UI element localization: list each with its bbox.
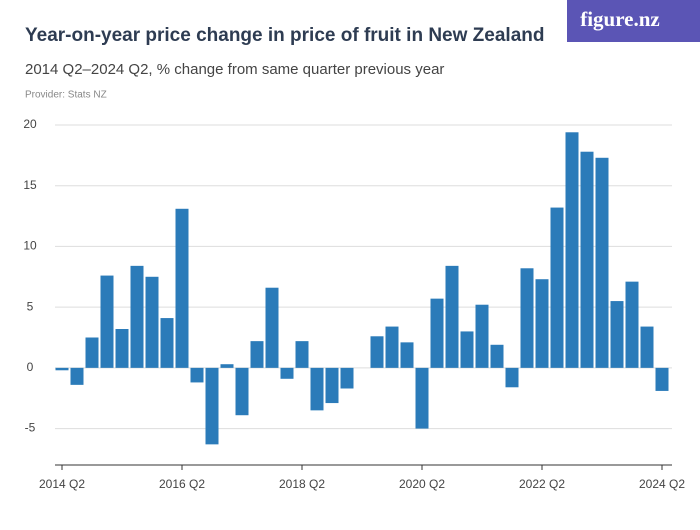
x-tick-label: 2016 Q2 — [159, 477, 205, 491]
bar — [340, 367, 354, 389]
bar — [490, 344, 504, 368]
bar — [535, 279, 549, 368]
y-tick-label: 20 — [23, 117, 37, 131]
logo-box[interactable] — [567, 0, 700, 42]
bar — [145, 276, 159, 368]
bar — [565, 132, 579, 368]
bar — [115, 329, 129, 368]
provider: Provider: Stats NZ — [25, 90, 107, 101]
bar — [130, 265, 144, 368]
chart-title: Year-on-year price change in price of fr… — [25, 25, 544, 46]
bar — [220, 364, 234, 368]
bar — [520, 268, 534, 368]
bar — [625, 281, 639, 368]
y-tick-label: 10 — [23, 239, 37, 253]
bar — [70, 367, 84, 385]
x-tick-label: 2018 Q2 — [279, 477, 325, 491]
x-tick-label: 2020 Q2 — [399, 477, 445, 491]
x-tick-label: 2022 Q2 — [519, 477, 565, 491]
bar — [550, 207, 564, 368]
bar — [175, 208, 189, 368]
bar — [505, 367, 519, 388]
bar — [310, 367, 324, 411]
logo[interactable]: figure.nz — [580, 7, 660, 31]
y-tick-label: 5 — [27, 299, 34, 313]
bar — [55, 367, 69, 371]
bar — [235, 367, 249, 416]
x-tick-label: 2024 Q2 — [639, 477, 685, 491]
bar — [610, 301, 624, 368]
bar — [400, 342, 414, 368]
bar — [385, 326, 399, 368]
bar — [640, 326, 654, 368]
bar — [160, 318, 174, 368]
bar — [205, 367, 219, 445]
chart-subtitle: 2014 Q2–2024 Q2, % change from same quar… — [25, 61, 444, 78]
bar — [280, 367, 294, 379]
bar — [415, 367, 429, 429]
bar — [430, 298, 444, 368]
y-tick-label: 15 — [23, 178, 37, 192]
bar — [595, 157, 609, 368]
bar — [100, 275, 114, 368]
bar — [655, 367, 669, 391]
bar — [460, 331, 474, 368]
bar — [475, 304, 489, 368]
x-tick-label: 2014 Q2 — [39, 477, 85, 491]
bar — [85, 337, 99, 368]
y-tick-label: -5 — [25, 421, 36, 435]
bar — [445, 265, 459, 368]
bar — [370, 336, 384, 368]
bar — [580, 151, 594, 368]
bar — [190, 367, 204, 383]
bar — [250, 341, 264, 368]
bar — [265, 287, 279, 368]
y-tick-label: 0 — [27, 360, 34, 374]
bar — [325, 367, 339, 404]
bar — [295, 341, 309, 368]
